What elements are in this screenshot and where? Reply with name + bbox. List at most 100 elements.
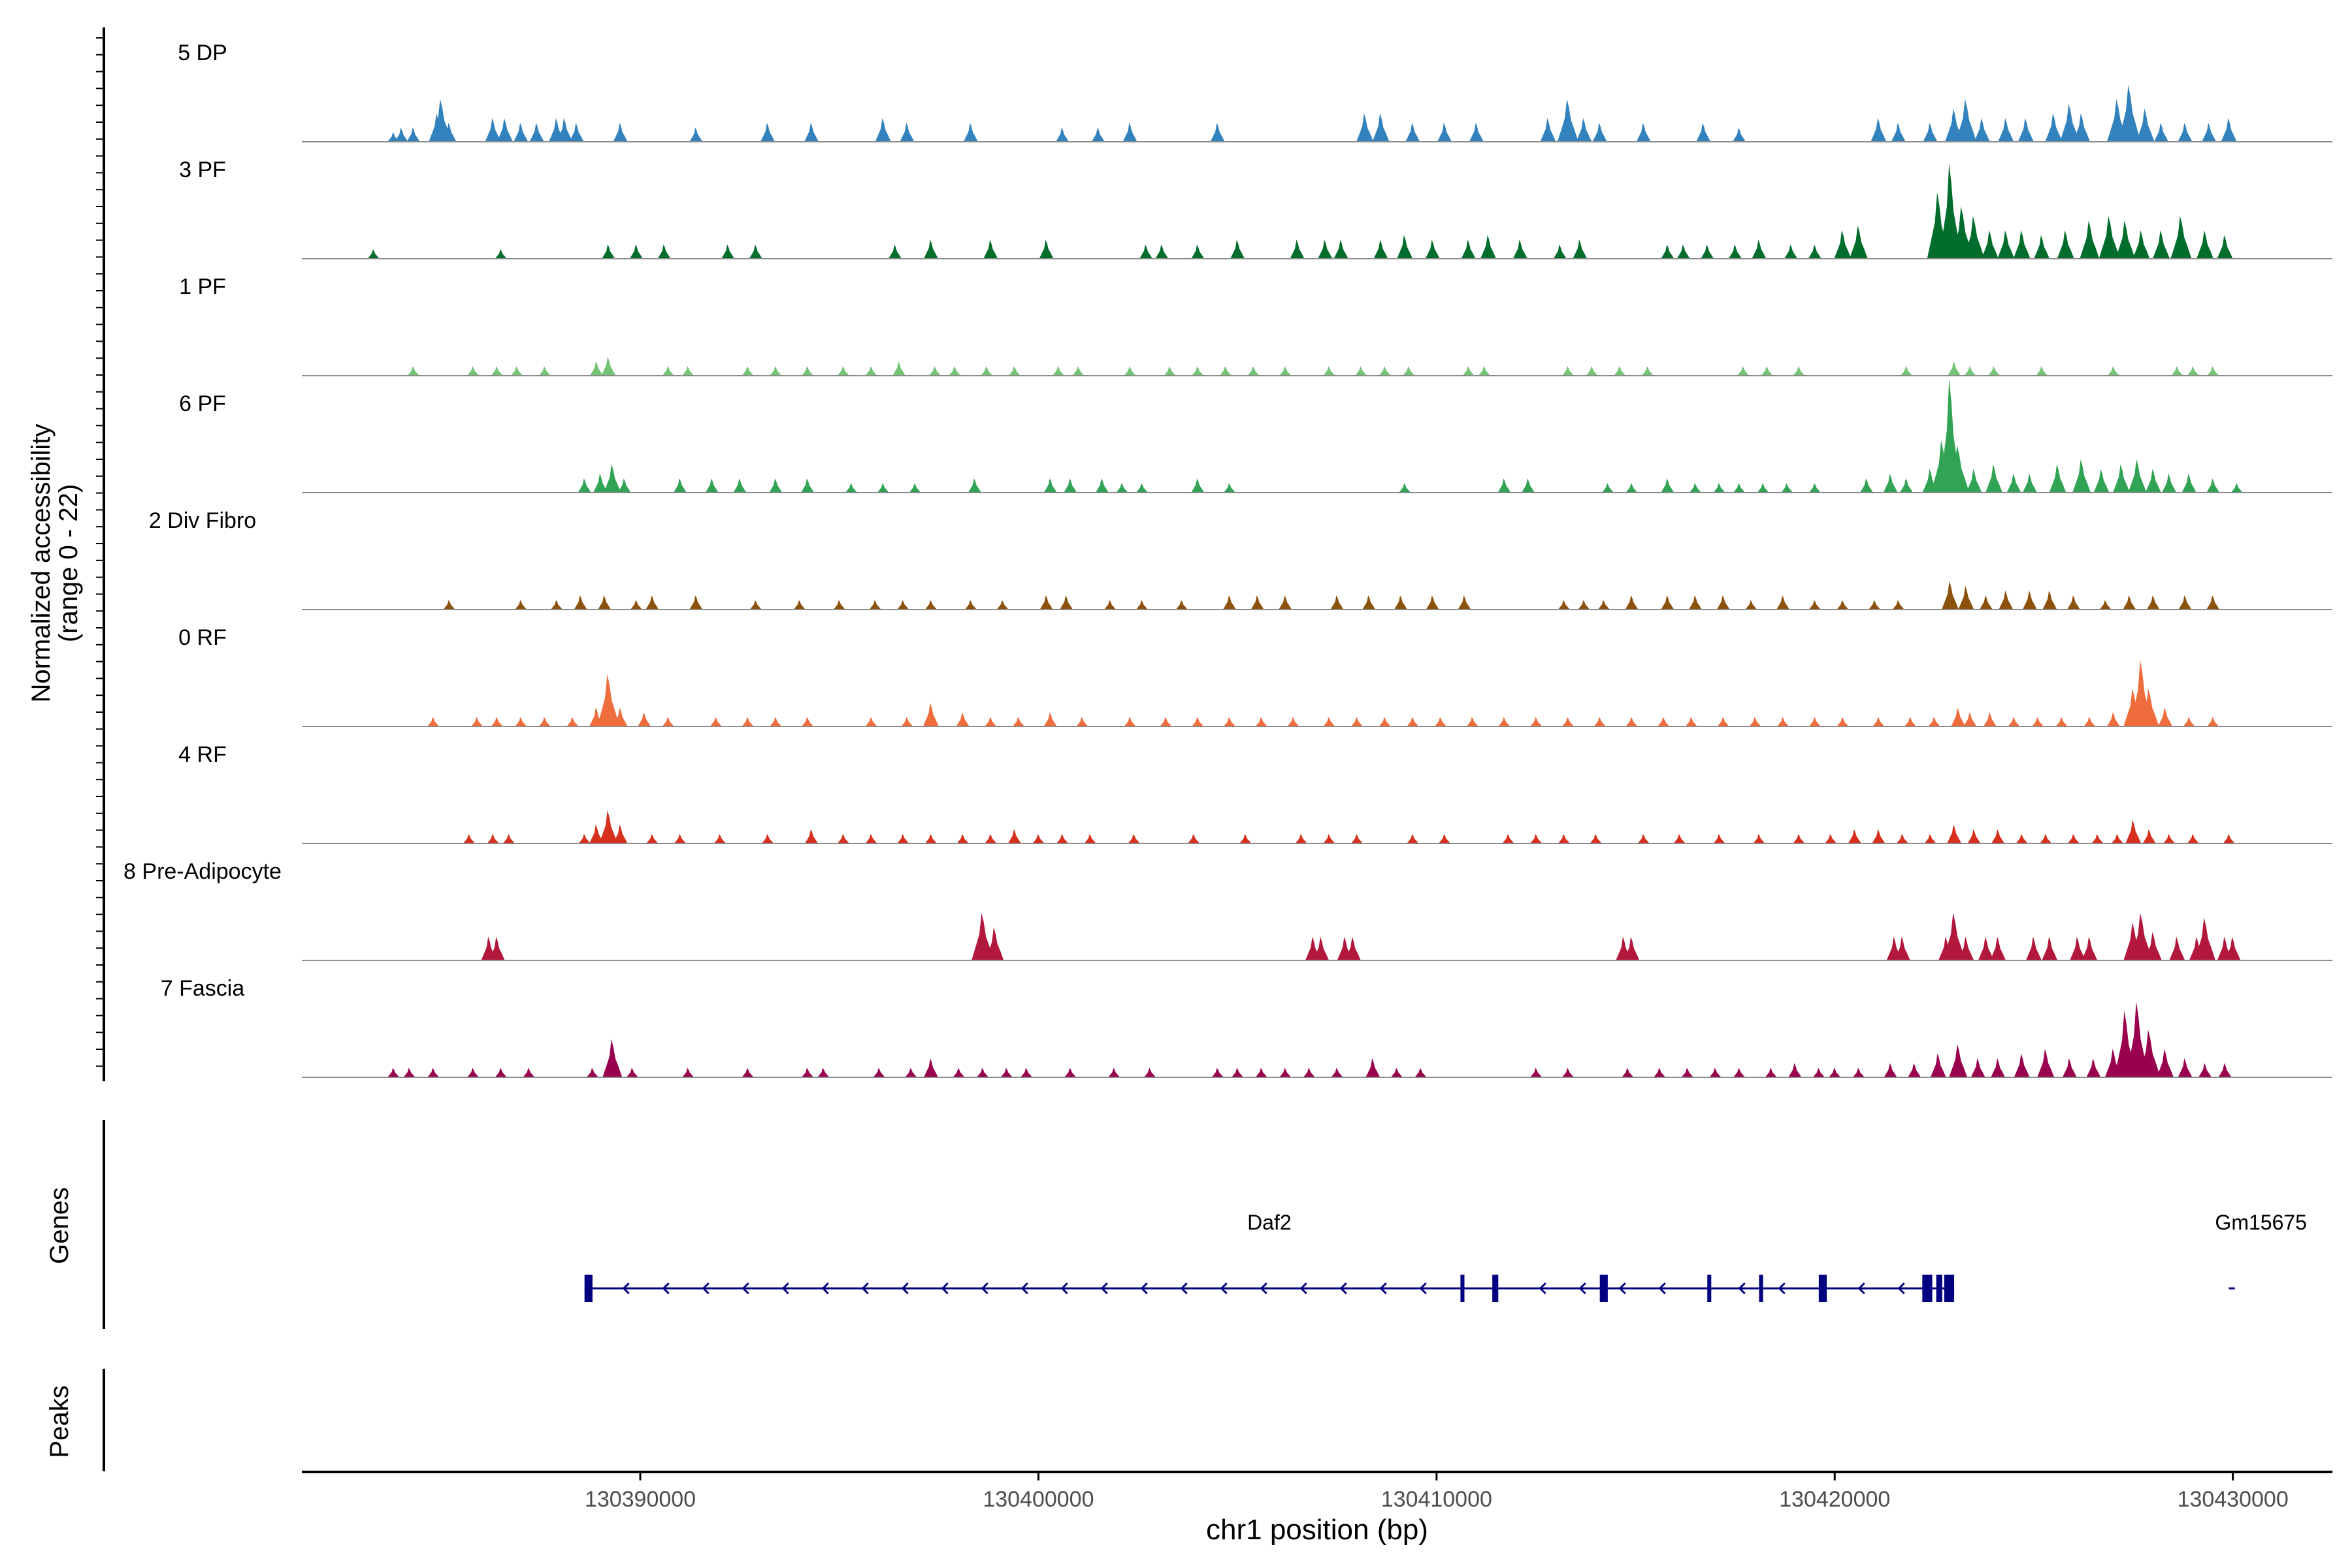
coverage-peak — [1761, 366, 1773, 376]
coverage-peak — [2183, 717, 2195, 727]
strand-arrow — [861, 1282, 869, 1295]
coverage-peak — [2139, 688, 2159, 727]
coverage-peak — [733, 478, 747, 493]
coverage-peak — [1333, 239, 1348, 259]
strand-arrow — [1419, 1282, 1427, 1295]
coverage-peak — [407, 366, 419, 376]
gene-exon — [1759, 1275, 1763, 1302]
coverage-peak — [1356, 113, 1374, 142]
coverage-peak — [1160, 717, 1172, 727]
coverage-peak — [2153, 230, 2170, 259]
coverage-peak — [1502, 834, 1514, 843]
coverage-peak — [1390, 1068, 1403, 1077]
coverage-peak — [1908, 1063, 1921, 1077]
coverage-peak — [1397, 235, 1413, 259]
coverage-peak — [1230, 239, 1245, 259]
coverage-peak — [2107, 366, 2119, 376]
coverage-peak — [1279, 1068, 1292, 1077]
coverage-peak — [1232, 1068, 1244, 1077]
coverage-peak — [1757, 483, 1769, 493]
coverage-peak — [1958, 585, 1974, 610]
strand-arrow — [1140, 1282, 1148, 1295]
coverage-peak — [1979, 595, 1993, 610]
coverage-peak — [529, 122, 544, 142]
coverage-peak — [645, 595, 659, 610]
coverage-peak — [1983, 712, 1997, 727]
coverage-peak — [972, 913, 994, 960]
coverage-peak — [1592, 122, 1607, 142]
coverage-peak — [1247, 366, 1260, 376]
coverage-peak — [2042, 590, 2057, 610]
coverage-peak — [905, 1068, 917, 1077]
coverage-peak — [1834, 230, 1852, 259]
coverage-peak — [551, 600, 563, 610]
coverage-peak — [1593, 717, 1606, 727]
peaks-panel-label: Peaks — [45, 1385, 74, 1458]
coverage-peak — [1948, 361, 1961, 376]
coverage-peak — [427, 717, 440, 727]
gene-name: Gm15675 — [2215, 1211, 2307, 1234]
coverage-peak — [1923, 122, 1938, 142]
coverage-peak — [395, 127, 408, 142]
strand-arrow — [1578, 1282, 1586, 1295]
coverage-peak — [1752, 239, 1767, 259]
coverage-peak — [1808, 600, 1821, 610]
coverage-peak — [1124, 366, 1136, 376]
coverage-peak — [1997, 230, 2015, 259]
coverage-peak — [1558, 600, 1570, 610]
coverage-peak — [1008, 366, 1021, 376]
coverage-peak — [1164, 366, 1176, 376]
coverage-peak — [929, 366, 941, 376]
coverage-peak — [1540, 118, 1556, 142]
coverage-peak — [770, 366, 782, 376]
coverage-peak — [956, 834, 969, 843]
coverage-peak — [1350, 834, 1363, 843]
coverage-peak — [1728, 244, 1742, 259]
coverage-peak — [1403, 366, 1415, 376]
coverage-peak — [1561, 366, 1574, 376]
coverage-peak — [1250, 595, 1264, 610]
coverage-peak — [1558, 834, 1570, 843]
coverage-peak — [2066, 595, 2080, 610]
coverage-peak — [1673, 834, 1686, 843]
coverage-peak — [949, 366, 961, 376]
coverage-peak — [1497, 478, 1511, 493]
coverage-peak — [467, 1068, 479, 1077]
coverage-peak — [1108, 1068, 1120, 1077]
coverage-peak — [2036, 366, 2048, 376]
coverage-peak — [1405, 122, 1420, 142]
coverage-peak — [721, 244, 735, 259]
coverage-peak — [985, 717, 997, 727]
coverage-peak — [956, 712, 970, 727]
coverage-peak — [497, 118, 513, 142]
coverage-peak — [2170, 216, 2192, 259]
coverage-peak — [805, 829, 818, 843]
coverage-peak — [865, 366, 877, 376]
coverage-peak — [2162, 473, 2177, 493]
x-tick-label: 130390000 — [585, 1487, 696, 1512]
coverage-peak — [1557, 99, 1578, 142]
coverage-peak — [1860, 478, 1873, 493]
coverage-peak — [495, 249, 507, 259]
coverage-peak — [1239, 834, 1252, 843]
coverage-peak — [1052, 366, 1064, 376]
coverage-peak — [1407, 834, 1419, 843]
gene-exon — [1492, 1275, 1499, 1302]
coverage-peak — [1837, 600, 1849, 610]
coverage-peak — [602, 244, 615, 259]
track-7-fascia: 7 Fascia — [161, 976, 2332, 1078]
coverage-peak — [1978, 936, 1994, 960]
coverage-peak — [2042, 936, 2058, 960]
coverage-peak — [2045, 113, 2063, 142]
coverage-peak — [770, 717, 782, 727]
track-axis — [96, 27, 105, 1081]
coverage-peak — [2195, 917, 2215, 960]
coverage-peak — [626, 1068, 638, 1077]
strand-arrow — [1180, 1282, 1188, 1295]
coverage-peak — [2221, 118, 2237, 142]
coverage-peak — [1379, 366, 1391, 376]
coverage-peak — [996, 600, 1009, 610]
gene-exon — [1818, 1275, 1827, 1302]
coverage-peak — [515, 600, 527, 610]
coverage-peak — [2178, 122, 2193, 142]
